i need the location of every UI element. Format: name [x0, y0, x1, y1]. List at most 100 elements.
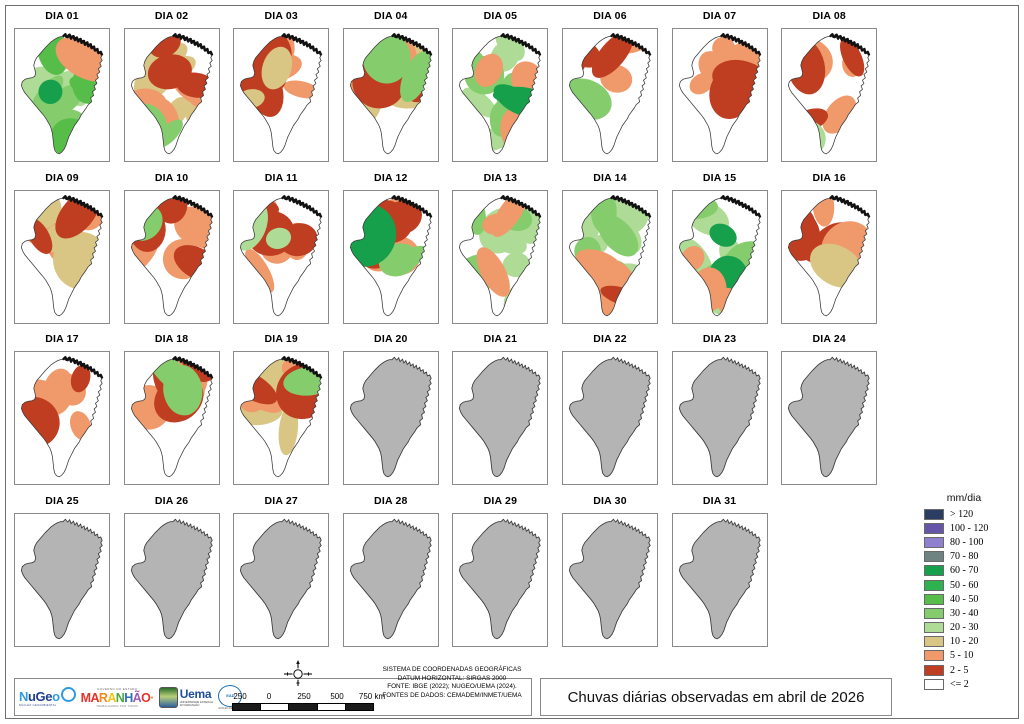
- map-panel-canvas: [233, 351, 330, 485]
- legend-item: 30 - 40: [900, 606, 1012, 620]
- legend-rows: > 120 100 - 120 80 - 100 70 - 80 60 - 70 50 -…: [900, 507, 1012, 691]
- map-panel-title: DIA 21: [483, 333, 518, 345]
- legend-swatch: [924, 622, 944, 634]
- legend-label: 30 - 40: [950, 607, 979, 619]
- map-panel-dia-08[interactable]: DIA 08: [781, 10, 878, 170]
- map-panel-title: DIA 06: [593, 10, 627, 22]
- map-panel-title: DIA 09: [45, 171, 79, 184]
- map-panel-dia-22[interactable]: DIA 22: [562, 333, 658, 493]
- map-panel-canvas: [671, 512, 768, 647]
- legend-swatch: [924, 579, 944, 591]
- scale-tick-2: 250: [297, 692, 311, 701]
- legend-swatch: [924, 536, 944, 548]
- legend-item: 70 - 80: [900, 550, 1012, 564]
- map-panel-dia-13[interactable]: DIA 13: [452, 172, 549, 332]
- legend-item: 5 - 10: [900, 649, 1012, 663]
- map-panel-dia-01[interactable]: DIA 01: [14, 10, 110, 170]
- map-panel-title: DIA 04: [374, 10, 408, 22]
- map-panel-dia-16[interactable]: DIA 16: [781, 171, 878, 332]
- map-panel-canvas: [14, 512, 110, 647]
- legend-item: 80 - 100: [900, 535, 1012, 549]
- nugeo-logo-subtext: NÚCLEO GEOAMBIENTAL: [19, 704, 57, 707]
- map-panel-dia-29[interactable]: DIA 29: [452, 494, 549, 655]
- map-panel-dia-10[interactable]: DIA 10: [123, 171, 220, 332]
- map-panel-dia-04[interactable]: DIA 04: [342, 10, 439, 170]
- legend-item: 2 - 5: [900, 663, 1012, 677]
- map-panel-dia-07[interactable]: DIA 07: [671, 10, 768, 170]
- map-panel-dia-18[interactable]: DIA 18: [123, 333, 220, 493]
- map-panel-canvas: [562, 351, 658, 485]
- map-panel-dia-24[interactable]: DIA 24: [781, 333, 878, 493]
- map-panel-title: DIA 02: [154, 10, 189, 22]
- map-panel-canvas: [233, 512, 330, 647]
- metadata-box: NuGeo NÚCLEO GEOAMBIENTAL GOVERNO DO EST…: [14, 678, 532, 716]
- map-panel-canvas: [14, 28, 110, 162]
- map-panel-dia-02[interactable]: DIA 02: [123, 10, 220, 170]
- legend-label: 100 - 120: [950, 522, 989, 534]
- legend-swatch: [924, 664, 944, 676]
- legend-swatch: [924, 636, 944, 648]
- map-panel-canvas: [123, 189, 220, 324]
- legend-label: 40 - 50: [950, 593, 979, 605]
- map-panel-title: DIA 25: [45, 494, 79, 507]
- map-panel-canvas: [342, 28, 439, 162]
- map-panel-title: DIA 29: [483, 494, 518, 507]
- legend-item: > 120: [900, 507, 1012, 521]
- credits-line-2: DATUM HORIZONTAL: SIRGAS 2000: [397, 674, 507, 682]
- map-panel-title: DIA 19: [264, 333, 298, 345]
- map-panel-canvas: [452, 512, 549, 647]
- map-panel-title: DIA 10: [154, 171, 189, 184]
- legend-label: 60 - 70: [950, 565, 979, 577]
- map-panel-dia-15[interactable]: DIA 15: [671, 171, 768, 332]
- map-panel-title: DIA 31: [702, 494, 737, 507]
- map-panel-dia-14[interactable]: DIA 14: [562, 172, 658, 332]
- map-panel-canvas: [233, 189, 330, 324]
- map-panel-title: DIA 17: [45, 333, 79, 345]
- map-panel-canvas: [123, 512, 220, 647]
- map-panel-title: DIA 11: [264, 171, 298, 184]
- map-panel-title: DIA 15: [702, 171, 737, 184]
- map-panel-title: DIA 16: [812, 171, 846, 184]
- credits-block: SISTEMA DE COORDENADAS GEOGRÁFICAS DATUM…: [372, 666, 532, 700]
- map-panel-canvas: [14, 351, 110, 485]
- map-panel-dia-05[interactable]: DIA 05: [452, 10, 549, 170]
- map-panel-dia-19[interactable]: DIA 19: [233, 333, 330, 493]
- map-panel-title: DIA 14: [593, 171, 627, 184]
- map-panel-dia-06[interactable]: DIA 06: [562, 10, 658, 170]
- map-panel-dia-09[interactable]: DIA 09: [14, 172, 110, 332]
- map-panel-title: DIA 18: [154, 333, 189, 345]
- legend-label: <= 2: [950, 678, 969, 690]
- nugeo-logo: NuGeo NÚCLEO GEOAMBIENTAL: [19, 687, 76, 708]
- map-panel-title: DIA 27: [264, 494, 298, 507]
- map-panel-canvas: [781, 351, 878, 485]
- map-panel-dia-12[interactable]: DIA 12: [342, 171, 439, 332]
- map-panel-dia-28[interactable]: DIA 28: [342, 495, 439, 655]
- legend-label: 10 - 20: [950, 636, 979, 648]
- poster-neatline: [5, 5, 1019, 719]
- map-panel-dia-21[interactable]: DIA 21: [452, 333, 549, 493]
- legend-item: 20 - 30: [900, 621, 1012, 635]
- map-panel-dia-27[interactable]: DIA 27: [233, 494, 330, 655]
- map-panel-title: DIA 30: [593, 494, 627, 507]
- map-panel-dia-11[interactable]: DIA 11: [233, 171, 330, 332]
- map-panel-dia-23[interactable]: DIA 23: [671, 333, 768, 493]
- legend-swatch: [924, 565, 944, 577]
- map-panel-title: DIA 20: [374, 333, 408, 345]
- legend-label: 5 - 10: [950, 650, 974, 662]
- map-panel-canvas: [452, 28, 549, 162]
- map-panel-dia-31[interactable]: DIA 31: [671, 494, 768, 655]
- map-panel-dia-03[interactable]: DIA 03: [233, 10, 330, 170]
- uema-logo: Uema UNIVERSIDADE ESTADUAL DO MARANHÃO: [158, 686, 213, 708]
- map-panel-canvas: [123, 28, 220, 162]
- uema-crest-icon: [158, 686, 178, 708]
- map-panel-title: DIA 22: [593, 333, 627, 345]
- map-panel-dia-17[interactable]: DIA 17: [14, 333, 110, 493]
- map-panel-title: DIA 12: [374, 171, 408, 184]
- map-panel-canvas: [671, 28, 768, 162]
- map-panel-dia-20[interactable]: DIA 20: [342, 333, 439, 493]
- map-panel-dia-30[interactable]: DIA 30: [562, 495, 658, 655]
- map-panel-dia-25[interactable]: DIA 25: [14, 495, 110, 655]
- map-panel-dia-26[interactable]: DIA 26: [123, 495, 220, 655]
- scale-bar-labels: 250 0 250 500 750 km: [232, 692, 385, 703]
